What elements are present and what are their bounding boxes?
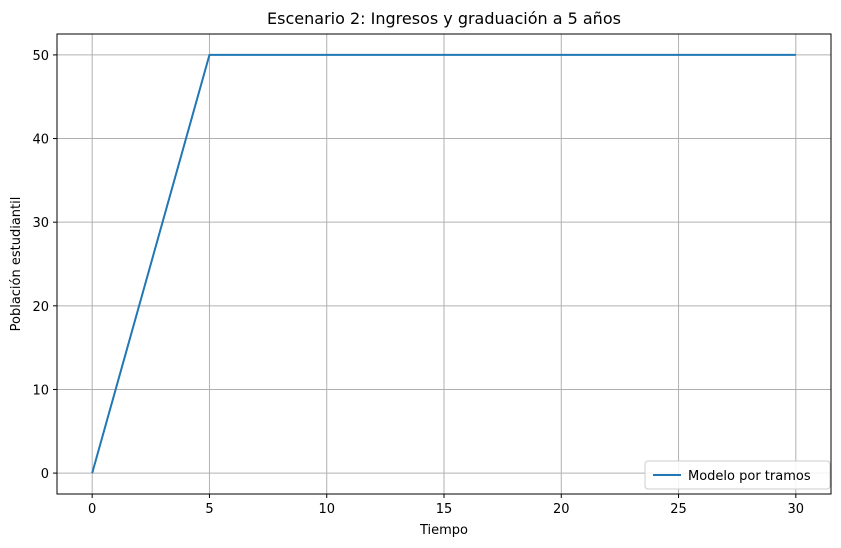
x-tick-label: 25 (670, 502, 687, 517)
legend-label: Modelo por tramos (688, 469, 811, 484)
x-tick-label: 10 (318, 502, 335, 517)
y-tick-label: 20 (32, 300, 49, 315)
y-tick-label: 0 (41, 467, 49, 482)
y-tick-label: 30 (32, 216, 49, 231)
grid (57, 34, 831, 494)
x-tick-label: 15 (436, 502, 453, 517)
legend-box (644, 460, 831, 490)
plot-area (91, 53, 796, 474)
y-tick-label: 50 (32, 49, 49, 64)
y-axis-label: Población estudiantil (9, 197, 24, 332)
chart-title: Escenario 2: Ingresos y graduación a 5 a… (267, 9, 621, 28)
legend: Modelo por tramos (644, 460, 831, 490)
x-tick-label: 5 (205, 502, 213, 517)
series-line (91, 53, 796, 474)
ticks: 0 5 10 15 20 25 30 0 10 20 30 40 50 (32, 49, 804, 517)
x-tick-label: 0 (88, 502, 96, 517)
x-tick-label: 20 (553, 502, 570, 517)
y-tick-label: 10 (32, 383, 49, 398)
x-axis-label: Tiempo (419, 523, 468, 538)
y-tick-label: 40 (32, 133, 49, 148)
x-tick-label: 30 (788, 502, 805, 517)
